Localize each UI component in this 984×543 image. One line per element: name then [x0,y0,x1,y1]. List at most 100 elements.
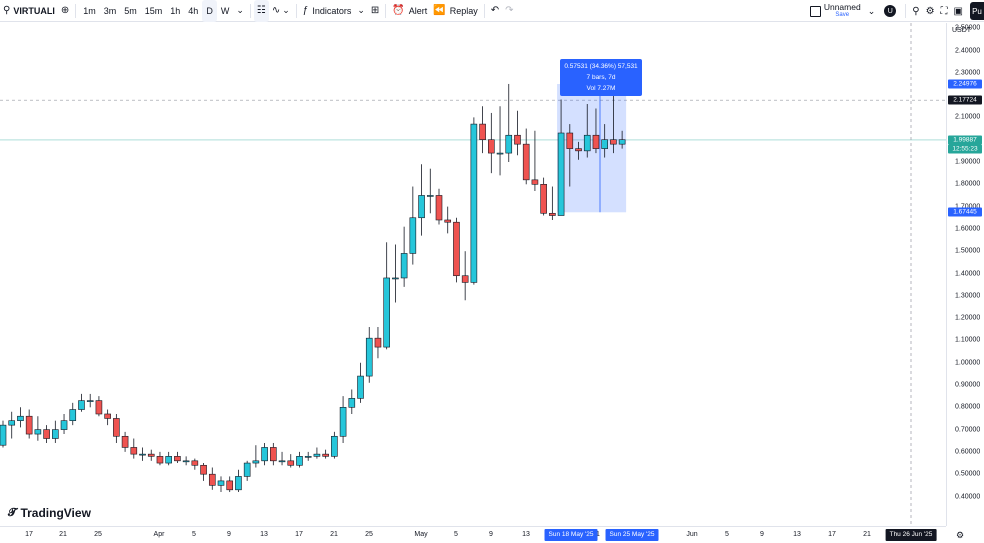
candle-body [235,476,242,491]
time-tick-label: 25 [365,531,373,538]
price-chart[interactable] [0,23,946,526]
symbol-name: VIRTUALI [13,5,55,16]
candle-body [592,134,600,149]
measure-tooltip: 0.57531 (34.36%) 57,531 7 bars, 7d Vol 7… [560,59,642,96]
measure-volume: Vol 7.27M [586,85,616,92]
line-tools-button[interactable]: ∿ ⌄ [269,0,293,22]
price-tick-label: 1.70000 [955,203,981,211]
alert-label: Alert [408,5,428,16]
avatar[interactable]: U [884,5,897,17]
grid-icon: ⊞ [370,5,380,16]
candle-body [435,195,443,221]
snapshot-button[interactable]: ▣ [951,0,966,22]
timeframe-w[interactable]: W [220,5,230,16]
replay-button[interactable]: ⏪ Replay [430,0,480,22]
save-label: Save [835,12,850,18]
candle-body [165,456,172,464]
scale-settings-button[interactable]: ⚙ [956,530,964,541]
timeframe-d[interactable]: D [202,0,217,22]
candle-body [522,143,530,181]
templates-button[interactable]: ⊞ [368,0,382,22]
price-tick-label: 1.50000 [955,247,981,255]
candle-body [583,134,591,152]
price-tag: 2.17724 [948,95,982,105]
alarm-clock-icon: ⏰ [392,5,405,16]
price-scale[interactable]: USDT 2.500002.400002.300002.100002.00000… [946,23,984,526]
fullscreen-icon: ⛶ [940,5,948,17]
alert-button[interactable]: ⏰ Alert [389,0,430,22]
time-tick-label: 17 [828,531,836,538]
quick-search-button[interactable]: ⚲ [909,0,922,22]
candle-body [261,447,268,462]
time-tick-label: 13 [793,531,801,538]
chart-type-button[interactable]: ☷ [253,0,269,22]
candle-body [226,480,234,491]
price-tick-label: 0.60000 [955,448,981,456]
layout-dropdown[interactable]: ⌄ [865,0,879,22]
compare-symbol-button[interactable]: ⊕ [58,0,72,22]
candle-body [392,277,399,280]
candle-body [514,134,521,145]
layout-checkbox[interactable] [807,0,824,22]
plus-circle-icon: ⊕ [60,5,70,16]
candle-body [540,184,547,214]
symbol-search[interactable]: ⚲ VIRTUALI [0,0,58,22]
candle-body [182,460,190,463]
candle-body [374,337,382,348]
price-tick-label: 2.50000 [955,24,981,32]
layout-name[interactable]: Unnamed Save [824,3,861,19]
candle-body [8,420,16,426]
time-tick-label: 1 [596,531,600,538]
timeframe-15m[interactable]: 15m [144,5,163,16]
settings-button[interactable]: ⚙ [923,0,938,22]
price-tick-label: 2.30000 [955,69,981,77]
candle-body [200,464,207,475]
tradingview-logo[interactable]: 𝓣 TradingView [8,506,91,520]
time-scale[interactable]: 17 21 25 Apr 5 9 13 17 21 25 May 5 9 13 1 Jun 5 9 13 17 21 Su… [0,526,946,543]
candle-body [549,212,556,216]
time-tick-label: 9 [489,531,493,538]
tradingview-logo-icon: 𝓣 [8,506,17,519]
time-tick-label: 17 [25,531,33,538]
candle-body [400,253,408,279]
redo-button[interactable]: ↷ [502,0,516,22]
price-tag: 1.67445 [948,207,982,217]
candle-body [104,413,111,419]
time-tick-label: 5 [192,531,196,538]
timeframe-dropdown[interactable]: ⌄ [233,0,247,22]
measure-bars: 7 bars, 7d [586,74,616,81]
timeframe-1h[interactable]: 1h [170,5,181,16]
indicators-button[interactable]: ƒ Indicators ⌄ [300,0,368,22]
undo-button[interactable]: ↶ [488,0,502,22]
publish-button[interactable]: Pu [970,2,984,20]
time-tag: Sun 18 May '25 [544,529,598,541]
time-tick-label: 21 [330,531,338,538]
redo-icon: ↷ [505,5,514,16]
candle-body [17,415,24,421]
timeframe-5m[interactable]: 5m [124,5,137,16]
candle-body [531,179,539,185]
chevron-down-icon: ⌄ [236,5,244,15]
candle-body [34,429,42,435]
timeframe-3m[interactable]: 3m [103,5,117,16]
candle-body [618,139,626,145]
timeframe-1m[interactable]: 1m [83,5,96,16]
candle-body [313,453,321,457]
candle-body [78,400,85,410]
rewind-icon: ⏪ [433,5,446,16]
candle-body [95,400,103,415]
camera-icon: ▣ [953,5,963,17]
fullscreen-button[interactable]: ⛶ [938,0,951,22]
candle-body [453,221,460,277]
price-tick-label: 0.90000 [955,381,981,389]
gear-icon: ⚙ [925,5,935,17]
candle-body [461,275,469,283]
time-tick-label: 5 [725,531,729,538]
candle-body [365,337,373,377]
candles-icon: ☷ [256,5,266,16]
timeframe-4h[interactable]: 4h [188,5,199,16]
price-tick-label: 1.10000 [955,336,981,344]
indicators-icon: ƒ [302,5,309,16]
price-tag: 1.99887 [948,135,982,145]
candle-body [191,460,199,466]
